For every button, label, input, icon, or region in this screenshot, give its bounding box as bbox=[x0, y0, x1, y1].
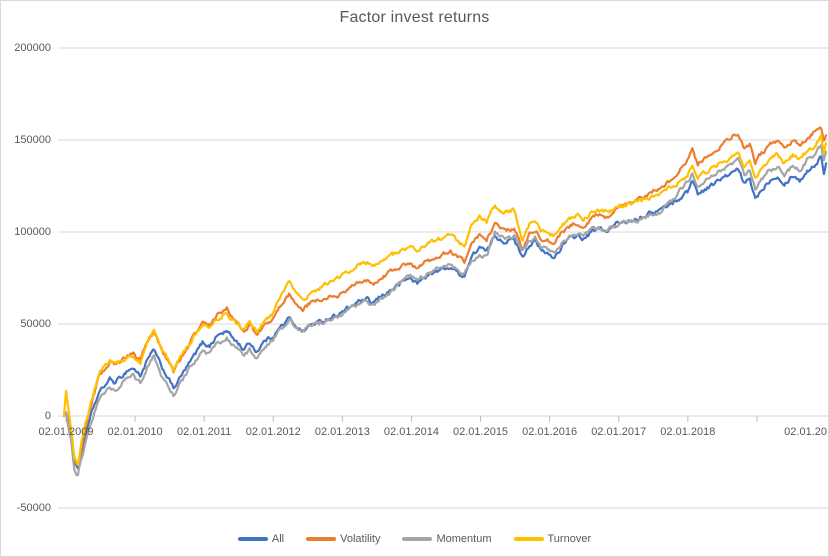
legend-label: Turnover bbox=[547, 533, 592, 545]
legend-label: Volatility bbox=[340, 533, 381, 545]
x-tick-label: 02.01.2009 bbox=[38, 426, 94, 438]
legend-item-all: All bbox=[237, 533, 285, 545]
y-tick-label: 50000 bbox=[20, 318, 51, 330]
series-lines bbox=[62, 126, 828, 477]
series-line-volatility bbox=[62, 126, 828, 466]
legend-label: Momentum bbox=[436, 533, 492, 545]
legend-swatch bbox=[513, 537, 544, 541]
chart-title: Factor invest returns bbox=[339, 9, 490, 26]
legend-item-turnover: Turnover bbox=[513, 533, 592, 545]
series-line-turnover bbox=[62, 133, 828, 466]
legend: All Volatility Momentum Turnover bbox=[1, 530, 828, 548]
x-tick-label: 02.01.2018 bbox=[660, 426, 716, 438]
x-tick-label: 02.01.20 bbox=[784, 426, 827, 438]
legend-label: All bbox=[271, 533, 285, 545]
y-tick-label: 0 bbox=[44, 410, 51, 422]
legend-swatch bbox=[237, 537, 268, 541]
legend-item-momentum: Momentum bbox=[402, 533, 492, 545]
x-tick-label: 02.01.2012 bbox=[245, 426, 301, 438]
x-axis-ticks bbox=[65, 416, 758, 422]
x-tick-label: 02.01.2013 bbox=[314, 426, 370, 438]
legend-swatch bbox=[306, 537, 337, 541]
y-tick-label: 150000 bbox=[14, 134, 51, 146]
y-tick-label: 200000 bbox=[14, 42, 51, 54]
x-tick-label: 02.01.2017 bbox=[591, 426, 647, 438]
x-tick-label: 02.01.2011 bbox=[177, 426, 232, 438]
y-tick-label: -50000 bbox=[16, 502, 51, 514]
y-tick-label: 100000 bbox=[14, 226, 51, 238]
legend-item-volatility: Volatility bbox=[306, 533, 380, 545]
x-tick-label: 02.01.2010 bbox=[107, 426, 163, 438]
x-tick-label: 02.01.2016 bbox=[522, 426, 578, 438]
gridlines bbox=[58, 47, 828, 509]
series-line-all bbox=[62, 155, 828, 470]
x-tick-label: 02.01.2015 bbox=[453, 426, 509, 438]
legend-swatch bbox=[402, 537, 433, 541]
series-line-momentum bbox=[62, 144, 828, 477]
x-tick-label: 02.01.2014 bbox=[383, 426, 439, 438]
